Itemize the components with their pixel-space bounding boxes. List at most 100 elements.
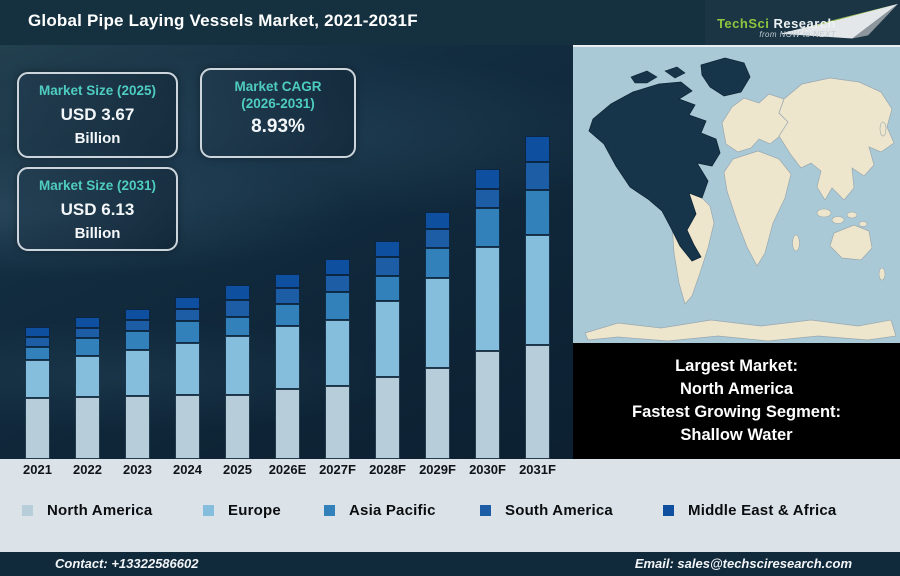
x-label-2031F: 2031F	[519, 462, 556, 477]
stat-value: 8.93%	[251, 116, 305, 137]
segment-middle-east-africa-2026E	[275, 274, 300, 288]
segment-middle-east-africa-2030F	[475, 169, 500, 189]
legend-swatch	[663, 504, 674, 516]
stat-unit: Billion	[74, 130, 121, 147]
segment-south-america-2029F	[425, 229, 450, 248]
bar-2024	[175, 297, 200, 459]
x-label-2025: 2025	[223, 462, 252, 477]
bar-2026E	[275, 274, 300, 459]
segment-south-america-2022	[75, 328, 100, 338]
segment-south-america-2028F	[375, 257, 400, 276]
stat-heading: Market Size (2031)	[38, 178, 157, 193]
segment-middle-east-africa-2022	[75, 317, 100, 328]
segment-europe-2028F	[375, 301, 400, 377]
segment-middle-east-africa-2027F	[325, 259, 350, 275]
world-map-svg	[573, 47, 900, 343]
bottom-strip: 2021 2022 2023 2024 2025 2026E 2027F 2028F 2029F…	[0, 459, 900, 552]
legend-swatch	[203, 504, 214, 516]
segment-europe-2031F	[525, 235, 550, 345]
stat-heading: Market CAGR	[234, 79, 322, 94]
segment-north-america-2021	[25, 398, 50, 459]
bar-2029F	[425, 212, 450, 459]
x-label-2023: 2023	[123, 462, 152, 477]
segment-europe-2024	[175, 343, 200, 395]
segment-middle-east-africa-2024	[175, 297, 200, 309]
stat-value: USD 6.13	[60, 200, 135, 219]
bar-2031F	[525, 136, 550, 459]
title-bar: Global Pipe Laying Vessels Market, 2021-…	[0, 0, 900, 45]
stat-heading: Market Size (2025)	[38, 83, 157, 98]
market-highlights-box: Largest Market: North America Fastest Gr…	[573, 343, 900, 459]
segment-asia-pacific-2022	[75, 338, 100, 356]
segment-south-america-2031F	[525, 162, 550, 190]
techsci-logo: TechSci Research from NOW to NEXT	[705, 0, 900, 45]
legend-label: Europe	[228, 501, 281, 519]
segment-europe-2021	[25, 360, 50, 398]
segment-middle-east-africa-2021	[25, 327, 50, 337]
segment-middle-east-africa-2023	[125, 309, 150, 320]
segment-north-america-2027F	[325, 386, 350, 459]
legend-item-north-america: North America	[22, 500, 152, 520]
segment-europe-2026E	[275, 326, 300, 389]
largest-market-label: Largest Market:	[675, 357, 798, 375]
segment-north-america-2025	[225, 395, 250, 459]
segment-europe-2022	[75, 356, 100, 397]
segment-asia-pacific-2030F	[475, 208, 500, 247]
chart-legend: North America Europe Asia Pacific South Ame…	[0, 500, 900, 524]
legend-swatch	[480, 504, 491, 516]
segment-north-america-2031F	[525, 345, 550, 459]
segment-north-america-2023	[125, 396, 150, 459]
bar-2023	[125, 309, 150, 459]
stat-unit: Billion	[74, 225, 121, 242]
x-label-2021: 2021	[23, 462, 52, 477]
footer-email: Email: sales@techsciresearch.com	[634, 556, 852, 571]
world-map	[573, 45, 900, 343]
legend-label: South America	[505, 501, 613, 519]
x-label-2027F: 2027F	[319, 462, 356, 477]
footer-contact: Contact: +13322586602	[55, 556, 199, 571]
segment-europe-2025	[225, 336, 250, 395]
logo-brand-secondary: Research	[773, 16, 836, 31]
stat-box-market-size-2031: Market Size (2031) USD 6.13 Billion	[17, 167, 178, 251]
x-label-2024: 2024	[173, 462, 202, 477]
logo-tagline: from NOW to NEXT	[759, 30, 836, 39]
segment-europe-2027F	[325, 320, 350, 386]
bar-2028F	[375, 241, 400, 459]
segment-north-america-2028F	[375, 377, 400, 459]
segment-asia-pacific-2026E	[275, 304, 300, 326]
segment-north-america-2024	[175, 395, 200, 459]
segment-middle-east-africa-2029F	[425, 212, 450, 229]
legend-label: Asia Pacific	[349, 501, 436, 519]
x-label-2029F: 2029F	[419, 462, 456, 477]
segment-asia-pacific-2021	[25, 347, 50, 360]
segment-asia-pacific-2029F	[425, 248, 450, 278]
largest-market-value: North America	[679, 380, 794, 398]
segment-asia-pacific-2023	[125, 331, 150, 350]
footer-bar: Contact: +13322586602 Email: sales@techs…	[0, 552, 900, 576]
segment-europe-2023	[125, 350, 150, 396]
stat-box-market-size-2025: Market Size (2025) USD 3.67 Billion	[17, 72, 178, 158]
segment-south-america-2030F	[475, 189, 500, 208]
page-title: Global Pipe Laying Vessels Market, 2021-…	[28, 11, 418, 30]
logo-text: TechSci Research from NOW to NEXT	[717, 16, 836, 40]
segment-south-america-2024	[175, 309, 200, 321]
segment-asia-pacific-2028F	[375, 276, 400, 301]
segment-asia-pacific-2031F	[525, 190, 550, 235]
segment-south-america-2027F	[325, 275, 350, 292]
segment-north-america-2029F	[425, 368, 450, 459]
fastest-segment-value: Shallow Water	[680, 426, 793, 444]
segment-south-america-2023	[125, 320, 150, 331]
x-label-2028F: 2028F	[369, 462, 406, 477]
legend-swatch	[22, 504, 33, 516]
legend-swatch	[324, 504, 335, 516]
segment-north-america-2026E	[275, 389, 300, 459]
stat-box-market-cagr: Market CAGR (2026-2031) 8.93%	[200, 68, 356, 158]
legend-label: North America	[47, 501, 153, 519]
x-axis-labels: 2021 2022 2023 2024 2025 2026E 2027F 2028F 2029F…	[0, 462, 900, 480]
segment-north-america-2030F	[475, 351, 500, 459]
x-label-2022: 2022	[73, 462, 102, 477]
legend-item-europe: Europe	[203, 500, 281, 520]
bar-2025	[225, 285, 250, 459]
legend-label: Middle East & Africa	[688, 501, 837, 519]
